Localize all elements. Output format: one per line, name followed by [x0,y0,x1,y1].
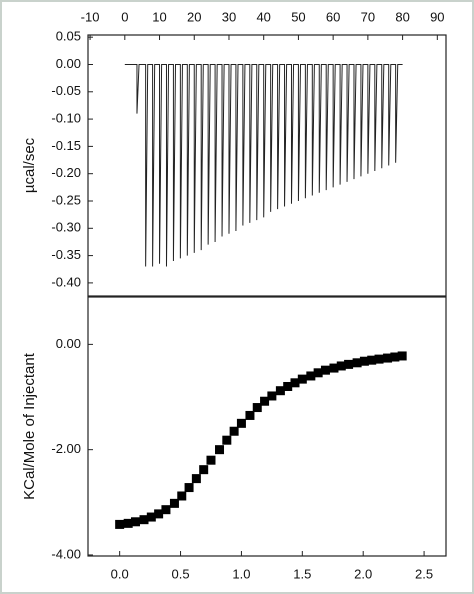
data-point [267,391,277,401]
x-tick-label: 2.0 [354,566,372,581]
data-point [161,505,171,515]
thermogram-line [124,63,403,267]
data-point [169,498,179,508]
plot-frame [87,34,447,297]
y-tick-label: -2.00 [51,441,81,456]
data-point [306,371,316,381]
data-point [313,368,323,378]
x-tick-label: 0.0 [111,566,129,581]
x-tick-label: 1.0 [232,566,250,581]
y-tick-label: -0.20 [51,165,81,180]
x-tick-label: 30 [222,9,236,24]
data-point [222,435,232,445]
data-point [191,474,201,484]
y-axis-label: µcal/sec [21,137,38,193]
data-point [215,445,225,455]
data-point [336,361,346,371]
data-point [123,518,133,528]
y-tick-label: -0.15 [51,138,81,153]
data-point [139,515,149,525]
x-tick-label: -10 [81,9,100,24]
data-point [199,465,209,475]
x-tick-label: 0 [121,9,128,24]
data-point [177,491,187,501]
y-tick-label: -4.00 [51,546,81,561]
data-point [367,355,377,365]
y-tick-label: -0.40 [51,274,81,289]
y-axis-label: KCal/Mole of Injectant [21,352,38,500]
data-point [329,363,339,373]
data-point [229,426,239,436]
data-point [146,512,156,522]
data-point [290,378,300,388]
data-point [236,418,246,428]
data-point [206,455,216,465]
data-point [283,381,293,391]
data-point [352,358,362,368]
data-point [252,403,262,413]
x-tick-label: 10 [152,9,166,24]
y-tick-label: -0.25 [51,192,81,207]
x-tick-label: 1.5 [293,566,311,581]
data-point [115,519,125,529]
y-tick-label: 0.00 [56,336,81,351]
plot-frame [87,296,447,557]
y-tick-label: 0.05 [56,29,81,44]
data-point [130,517,140,527]
data-point [320,365,330,375]
x-tick-label: 0.5 [172,566,190,581]
data-point [390,352,400,362]
y-tick-label: -0.05 [51,83,81,98]
x-tick-label: 50 [291,9,305,24]
y-tick-label: -0.35 [51,247,81,262]
y-tick-label: -0.10 [51,111,81,126]
data-point [184,483,194,493]
data-point [297,374,307,384]
x-tick-label: 90 [430,9,444,24]
data-point [359,356,369,366]
x-tick-label: 70 [361,9,375,24]
x-tick-label: 80 [395,9,409,24]
data-point [245,410,255,420]
x-tick-label: 2.5 [415,566,433,581]
data-point [260,396,270,406]
data-point [344,359,354,369]
data-point [383,353,393,363]
x-tick-label: 20 [187,9,201,24]
data-point [154,509,164,519]
data-point [275,386,285,396]
y-tick-label: 0.00 [56,56,81,71]
data-point [374,354,384,364]
x-tick-label: 40 [256,9,270,24]
y-tick-label: -0.30 [51,220,81,235]
data-point [397,351,407,361]
x-tick-label: 60 [326,9,340,24]
